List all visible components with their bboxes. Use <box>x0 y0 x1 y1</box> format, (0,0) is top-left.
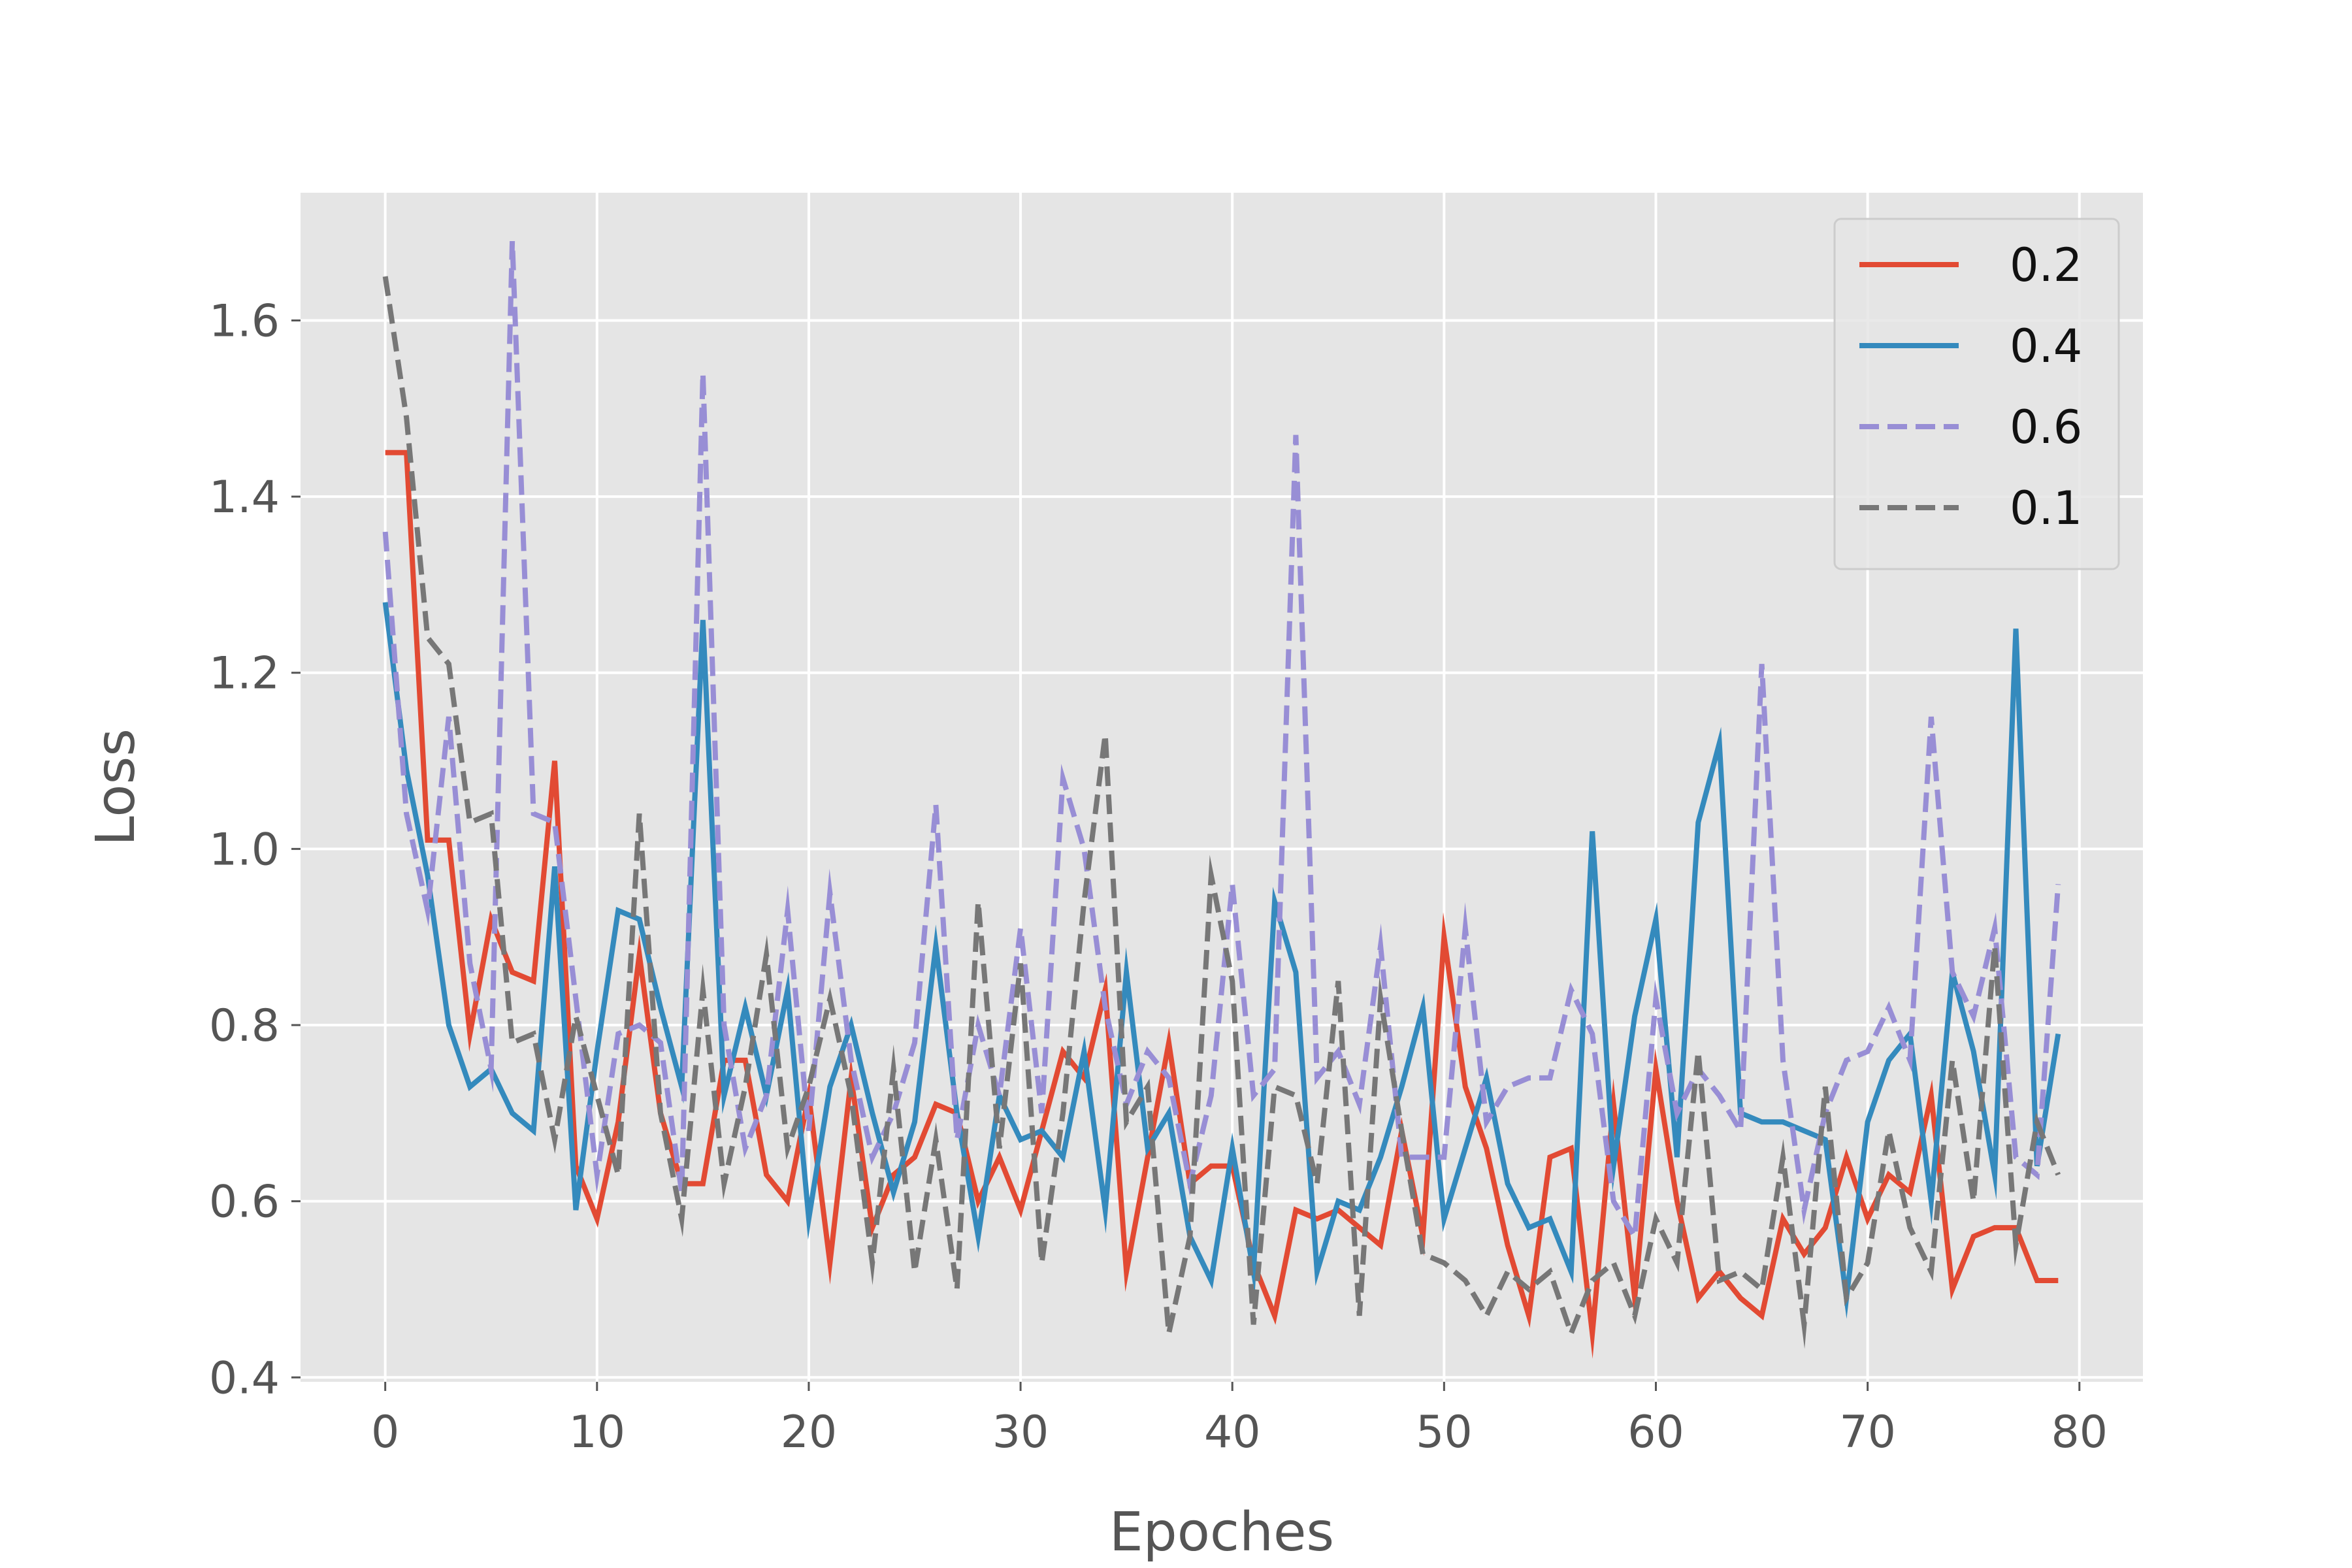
x-tick-label: 30 <box>992 1407 1049 1458</box>
y-tick-label: 0.4 <box>209 1352 280 1404</box>
y-tick-label: 1.4 <box>209 472 280 523</box>
series-line-0-6 <box>382 240 2061 1245</box>
series-line-0-4 <box>382 602 2061 1319</box>
x-tick-label: 60 <box>1627 1407 1684 1458</box>
y-axis-label: Loss <box>85 728 147 846</box>
y-tick-label: 1.6 <box>209 295 280 347</box>
x-tick-label: 50 <box>1416 1407 1473 1458</box>
x-axis-label: Epoches <box>1109 1501 1334 1563</box>
legend: 0.2 0.4 0.6 0.1 <box>1833 218 2120 570</box>
x-tick-label: 20 <box>781 1407 838 1458</box>
y-tick-label: 1.0 <box>209 824 280 875</box>
x-tick-label: 10 <box>569 1407 626 1458</box>
legend-label: 0.1 <box>2010 482 2082 535</box>
legend-label: 0.6 <box>2010 400 2082 454</box>
axis-ticks: 0 10 20 30 40 50 60 70 80 0.4 0.6 0.8 1.0 1.2 1.4 1.6 <box>209 295 2108 1458</box>
legend-label: 0.4 <box>2010 319 2082 373</box>
series-lines <box>382 240 2061 1359</box>
y-tick-label: 0.6 <box>209 1177 280 1228</box>
x-tick-label: 70 <box>1839 1407 1896 1458</box>
x-tick-label: 80 <box>2051 1407 2108 1458</box>
series-line-0-2 <box>385 449 2059 1359</box>
legend-frame <box>1833 218 2120 570</box>
y-tick-label: 0.8 <box>209 1000 280 1052</box>
x-tick-label: 0 <box>371 1407 399 1458</box>
legend-label: 0.2 <box>2010 238 2082 292</box>
series-line-0-1 <box>382 276 2061 1351</box>
y-tick-label: 1.2 <box>209 648 280 700</box>
x-tick-label: 40 <box>1204 1407 1261 1458</box>
